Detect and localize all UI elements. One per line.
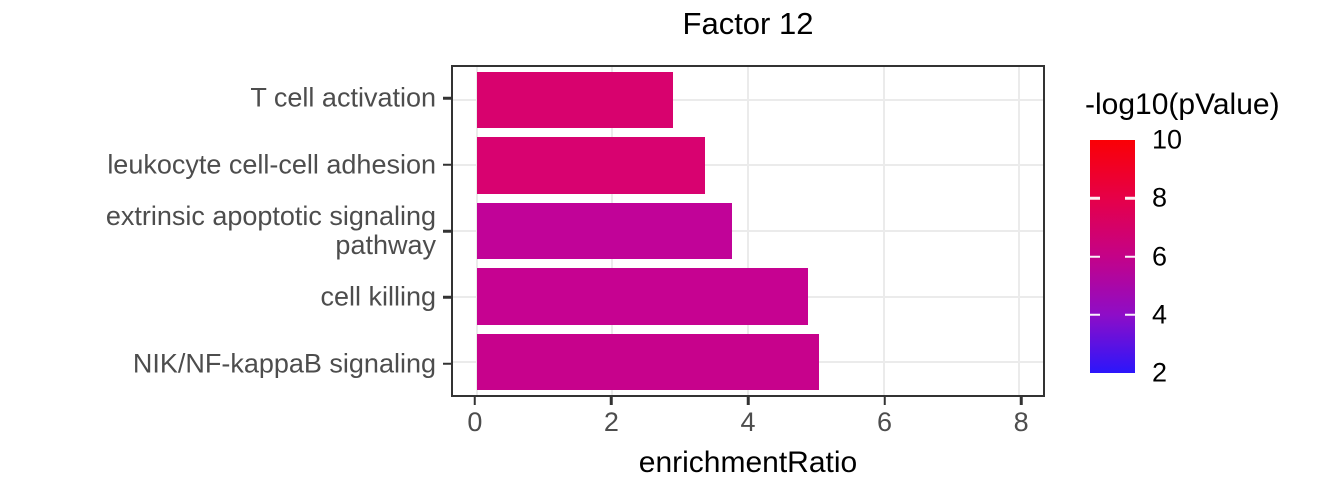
y-tick-mark	[443, 96, 451, 100]
y-axis-label: leukocyte cell-cell adhesion	[107, 149, 436, 180]
y-tick-mark	[443, 296, 451, 299]
bar-nik-nf-kappab-signaling	[476, 334, 820, 391]
x-axis: 0 2 4 6 8	[451, 397, 1045, 447]
x-tick-label: 8	[1013, 407, 1029, 437]
colorbar-tick-mark	[1090, 197, 1100, 200]
legend-tick-label: 6	[1152, 241, 1168, 271]
x-tick-mark	[746, 397, 750, 405]
y-tick-mark	[443, 163, 451, 166]
x-tick-mark	[1019, 397, 1023, 405]
y-tick-mark	[443, 229, 451, 233]
x-tick-label: 0	[467, 407, 483, 437]
y-axis-label: T cell activation	[250, 82, 436, 113]
x-tick-mark	[473, 397, 477, 405]
v-gridline	[882, 67, 885, 395]
colorbar-tick-mark	[1125, 313, 1135, 316]
y-axis-label: NIK/NF-kappaB signaling	[132, 348, 436, 379]
bar-t-cell-activation	[476, 71, 673, 128]
colorbar-tick-mark	[1090, 255, 1100, 258]
bar-cell-killing	[476, 268, 808, 325]
bar-leukocyte-cell-cell-adhesion	[476, 137, 706, 194]
legend-tick-label: 10	[1152, 124, 1183, 155]
x-tick-label: 4	[740, 407, 756, 437]
legend-title: -log10(pValue)	[1085, 88, 1280, 121]
y-axis-label: extrinsic apoptotic signaling pathway	[105, 200, 436, 260]
x-tick-mark	[883, 397, 886, 405]
bar-extrinsic-apoptotic-signaling-pathway	[476, 202, 732, 260]
x-axis-title: enrichmentRatio	[638, 446, 858, 479]
colorbar-tick-mark	[1125, 197, 1135, 200]
colorbar-tick-mark	[1125, 255, 1135, 258]
chart-title: Factor 12	[682, 6, 814, 41]
plot-panel	[451, 65, 1045, 397]
colorbar-tick-mark	[1090, 313, 1100, 316]
y-tick-mark	[443, 362, 451, 366]
y-axis-labels: T cell activation leukocyte cell-cell adh…	[0, 65, 436, 397]
legend-tick-label: 4	[1152, 299, 1168, 330]
legend-tick-labels: 10 8 6 4 2	[1152, 125, 1232, 388]
legend-tick-label: 2	[1152, 357, 1168, 388]
x-tick-label: 6	[877, 407, 893, 437]
y-axis-ticks	[443, 65, 451, 397]
legend-tick-label: 8	[1152, 182, 1168, 213]
v-gridline	[1018, 67, 1021, 395]
x-tick-mark	[610, 397, 613, 405]
y-axis-label: cell killing	[320, 281, 436, 312]
v-gridline	[747, 67, 749, 395]
x-tick-label: 2	[603, 407, 619, 437]
legend-colorbar	[1090, 140, 1135, 373]
